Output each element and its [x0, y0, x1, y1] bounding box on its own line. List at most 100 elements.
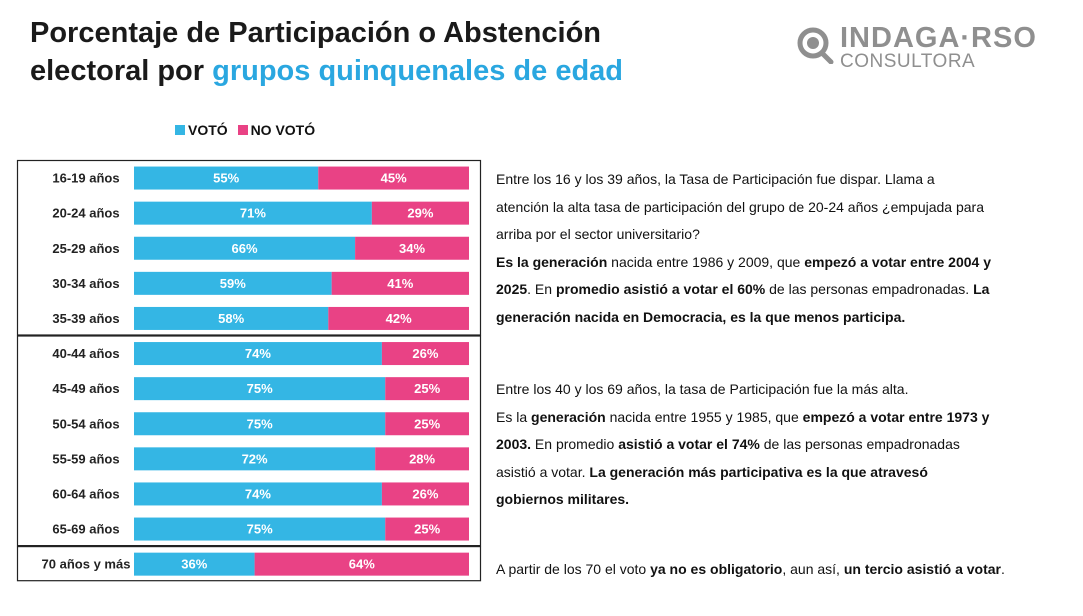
body-text: asistió a votar. [496, 463, 590, 480]
value-label-voto-70-a-os-y-m-s: 36% [181, 557, 207, 572]
row-label-50-54-a-os: 50-54 años [52, 416, 119, 431]
value-label-voto-16-19-a-os: 55% [213, 171, 239, 186]
row-label-65-69-a-os: 65-69 años [52, 522, 119, 537]
description-line: Es la generación nacida entre 1986 y 200… [496, 249, 1066, 277]
body-text: Es la [496, 408, 532, 425]
value-label-voto-45-49-a-os: 75% [247, 381, 273, 396]
row-label-45-49-a-os: 45-49 años [52, 381, 119, 396]
value-label-no-voto-40-44-a-os: 26% [412, 346, 438, 361]
body-text: nacida entre 1955 y 1985, que [605, 408, 803, 425]
emphasis-text: La generación más participativa es la qu… [589, 463, 928, 480]
row-label-55-59-a-os: 55-59 años [52, 451, 119, 466]
bar-no-voto-40-44-a-os [381, 342, 469, 366]
bar-voto-45-49-a-os [134, 377, 386, 401]
bar-voto-30-34-a-os [134, 271, 332, 295]
legend-item-no-voto: NO VOTÓ [237, 122, 316, 138]
legend-label-no-voto: NO VOTÓ [250, 122, 316, 138]
body-text: atención la alta tasa de participación d… [496, 198, 984, 215]
row-label-25-29-a-os: 25-29 años [52, 241, 119, 256]
emphasis-text: un tercio asistió a votar [843, 561, 1001, 577]
emphasis-text: generación [531, 408, 606, 425]
description-line: Es la generación nacida entre 1955 y 198… [496, 404, 1066, 432]
bar-voto-65-69-a-os [134, 517, 386, 541]
emphasis-text: 2003. [496, 436, 532, 452]
group-frame-2 [16, 335, 482, 547]
bar-voto-55-59-a-os [134, 447, 376, 471]
title-line-2-prefix: electoral por [30, 55, 213, 87]
logo-wordmark: INDAGA·RSO [840, 22, 1037, 54]
bar-no-voto-35-39-a-os [328, 306, 469, 330]
description-line: A partir de los 70 el voto ya no es obli… [496, 556, 1066, 584]
emphasis-text: empezó a votar entre 2004 y [804, 253, 991, 270]
bar-voto-25-29-a-os [134, 236, 356, 260]
body-text: . [1001, 561, 1005, 577]
emphasis-text: Es la generación [496, 253, 608, 270]
description-line: atención la alta tasa de participación d… [496, 194, 1066, 222]
row-label-60-64-a-os: 60-64 años [52, 486, 119, 501]
bar-voto-60-64-a-os [134, 482, 382, 506]
value-label-no-voto-35-39-a-os: 42% [386, 311, 412, 326]
value-label-voto-60-64-a-os: 74% [245, 486, 271, 501]
description-line: Entre los 16 y los 39 años, la Tasa de P… [496, 166, 1066, 194]
bar-voto-40-44-a-os [134, 342, 382, 366]
body-text: Entre los 16 y los 39 años, la Tasa de P… [496, 171, 935, 187]
body-text: nacida entre 1986 y 2009, que [607, 253, 805, 270]
bar-voto-70-a-os-y-m-s [134, 552, 255, 576]
description-line: asistió a votar. La generación más parti… [496, 459, 1066, 487]
bar-no-voto-20-24-a-os [371, 201, 469, 225]
value-label-no-voto-16-19-a-os: 45% [381, 171, 407, 186]
value-label-voto-55-59-a-os: 72% [242, 451, 268, 466]
body-text: de las personas empadronadas [759, 436, 960, 452]
magnifier-icon [797, 27, 834, 64]
legend-label-voto: VOTÓ [188, 122, 228, 138]
value-label-no-voto-25-29-a-os: 34% [399, 241, 425, 256]
chart-title: Porcentaje de Participación o Abstención… [30, 14, 623, 90]
logo-subtitle: CONSULTORA [840, 51, 976, 72]
row-label-35-39-a-os: 35-39 años [52, 311, 119, 326]
value-label-no-voto-20-24-a-os: 29% [407, 206, 433, 221]
body-text: Entre los 40 y los 69 años, la tasa de P… [496, 381, 909, 397]
description-line: 2025. En promedio asistió a votar el 60%… [496, 276, 1066, 304]
bar-no-voto-45-49-a-os [385, 377, 469, 401]
legend-swatch-no-voto [237, 125, 248, 135]
row-label-20-24-a-os: 20-24 años [52, 206, 119, 221]
description-group-40-69: Entre los 40 y los 69 años, la tasa de P… [496, 376, 1066, 514]
legend-item-voto: VOTÓ [175, 122, 228, 138]
emphasis-text: 2025 [496, 281, 528, 297]
body-text: A partir de los 70 el voto [496, 561, 651, 577]
emphasis-text: promedio asistió a votar el 60% [555, 281, 766, 297]
description-group-16-39: Entre los 16 y los 39 años, la Tasa de P… [496, 166, 1066, 331]
value-label-voto-25-29-a-os: 66% [232, 241, 258, 256]
description-line: Entre los 40 y los 69 años, la tasa de P… [496, 376, 1066, 404]
description-line: 2003. En promedio asistió a votar el 74%… [496, 431, 1066, 459]
row-label-40-44-a-os: 40-44 años [52, 346, 119, 361]
bar-voto-16-19-a-os [134, 166, 319, 190]
group-frame-1 [16, 159, 482, 336]
emphasis-text: ya no es obligatorio [650, 561, 783, 577]
emphasis-text: La [973, 281, 990, 297]
description-group-70-plus: A partir de los 70 el voto ya no es obli… [496, 556, 1066, 584]
value-label-no-voto-50-54-a-os: 25% [414, 416, 440, 431]
emphasis-text: asistió a votar el 74% [618, 436, 760, 452]
value-label-no-voto-30-34-a-os: 41% [387, 276, 413, 291]
value-label-voto-50-54-a-os: 75% [247, 416, 273, 431]
value-label-no-voto-55-59-a-os: 28% [409, 451, 435, 466]
row-label-16-19-a-os: 16-19 años [52, 171, 119, 186]
description-line: generación nacida en Democracia, es la q… [496, 304, 1066, 332]
brand-logo: INDAGA·RSO CONSULTORA [796, 22, 1036, 76]
body-text: , aun así, [782, 561, 844, 577]
value-label-no-voto-60-64-a-os: 26% [412, 486, 438, 501]
row-label-30-34-a-os: 30-34 años [52, 276, 119, 291]
chart-legend: VOTÓ NO VOTÓ [175, 122, 321, 138]
bar-no-voto-30-34-a-os [331, 271, 469, 295]
body-text: En promedio [531, 436, 619, 452]
bar-voto-35-39-a-os [134, 306, 329, 330]
emphasis-text: gobiernos militares. [496, 491, 630, 507]
value-label-no-voto-65-69-a-os: 25% [414, 522, 440, 537]
legend-swatch-voto [175, 125, 185, 135]
value-label-voto-30-34-a-os: 59% [220, 276, 246, 291]
description-line: arriba por el sector universitario? [496, 221, 1066, 249]
row-label-70-a-os-y-m-s: 70 años y más [42, 557, 131, 572]
bar-voto-50-54-a-os [134, 412, 386, 436]
